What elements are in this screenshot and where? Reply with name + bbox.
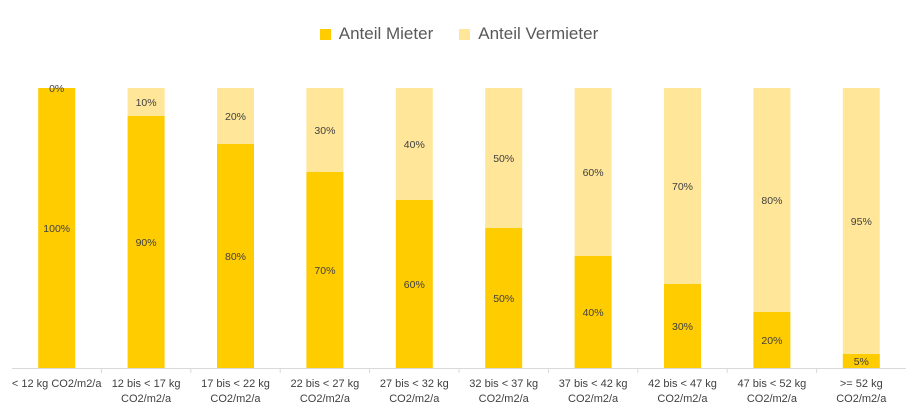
label-vermieter-0: 0% [49,83,64,95]
label-vermieter-4: 40% [404,139,425,151]
bar-mieter-4 [395,200,433,368]
label-vermieter-5: 50% [493,153,514,165]
label-mieter-8: 20% [761,335,782,347]
bar-mieter-6 [574,256,612,368]
x-tick-label-1: CO2/m2/a [121,393,172,405]
legend-label-mieter: Anteil Mieter [338,24,434,43]
bar-vermieter-4 [395,88,433,200]
bar-mieter-0 [38,88,76,368]
x-tick-label-1: 12 bis < 17 kg [112,378,181,390]
legend-label-vermieter: Anteil Vermieter [478,24,599,43]
x-tick-label-6: CO2/m2/a [568,393,619,405]
x-tick-label-5: 32 bis < 37 kg [469,378,538,390]
bar-mieter-5 [485,228,523,368]
x-tick-label-4: CO2/m2/a [389,393,440,405]
legend-swatch-vermieter [459,28,471,40]
x-tick-label-6: 37 bis < 42 kg [559,378,628,390]
bar-vermieter-7 [664,88,701,284]
bar-vermieter-8 [753,88,791,312]
bar-mieter-8 [753,312,791,368]
bar-mieter-1 [127,116,165,368]
label-mieter-1: 90% [136,237,157,249]
label-mieter-3: 70% [314,265,335,277]
label-mieter-0: 100% [43,223,70,235]
bar-mieter-7 [664,284,701,368]
x-tick-label-3: CO2/m2/a [300,393,351,405]
x-tick-label-4: 27 bis < 32 kg [380,378,449,390]
label-vermieter-3: 30% [314,125,335,137]
legend-item-mieter: Anteil Mieter [319,24,434,44]
label-mieter-2: 80% [225,251,246,263]
x-tick-label-9: >= 52 kg [840,378,883,390]
label-mieter-4: 60% [404,279,425,291]
label-mieter-7: 30% [672,321,693,333]
bar-mieter-3 [306,172,344,368]
bar-vermieter-3 [306,88,344,172]
label-mieter-5: 50% [493,293,514,305]
x-tick-label-2: CO2/m2/a [210,393,261,405]
x-tick-label-5: CO2/m2/a [479,393,530,405]
x-tick-label-9: CO2/m2/a [836,393,887,405]
legend-item-vermieter: Anteil Vermieter [459,24,598,44]
label-vermieter-1: 10% [136,97,157,109]
bar-vermieter-5 [485,88,523,228]
x-tick-label-0: < 12 kg CO2/m2/a [12,378,102,390]
label-mieter-6: 40% [583,307,604,319]
label-vermieter-9: 95% [851,216,872,228]
label-vermieter-8: 80% [761,195,782,207]
bar-vermieter-9 [842,88,880,354]
x-tick-label-2: 17 bis < 22 kg [201,378,270,390]
x-tick-label-8: CO2/m2/a [747,393,798,405]
bar-mieter-9 [842,354,880,368]
x-tick-label-7: CO2/m2/a [657,393,708,405]
bar-vermieter-2 [217,88,254,144]
bar-vermieter-6 [574,88,612,256]
x-tick-label-3: 22 bis < 27 kg [290,378,359,390]
label-vermieter-2: 20% [225,111,246,123]
label-vermieter-7: 70% [672,181,693,193]
x-tick-label-7: 42 bis < 47 kg [648,378,717,390]
label-mieter-9: 5% [854,356,869,368]
x-tick-label-8: 47 bis < 52 kg [737,378,806,390]
bar-vermieter-1 [127,88,165,116]
bar-mieter-2 [217,144,254,368]
label-vermieter-6: 60% [583,167,604,179]
chart-legend: Anteil Mieter Anteil Vermieter [0,22,918,46]
legend-swatch-mieter [319,28,331,40]
